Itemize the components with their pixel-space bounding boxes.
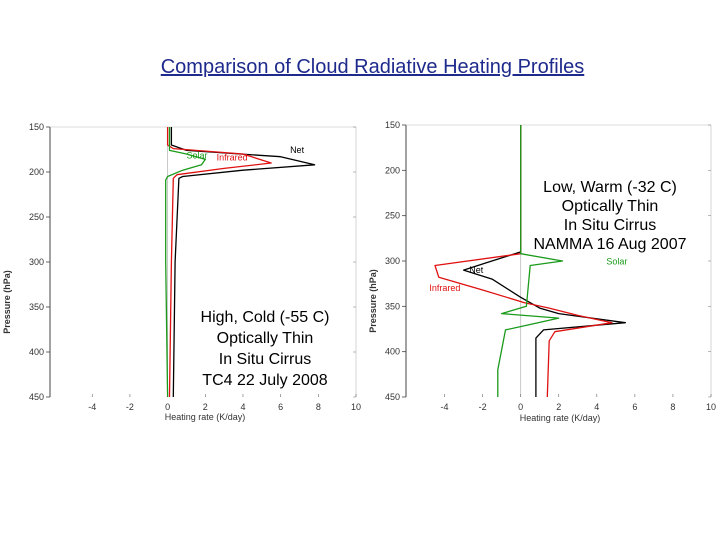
series-line-solar: [497, 125, 564, 397]
y-tick-label: 450: [385, 392, 400, 402]
page-title: Comparison of Cloud Radiative Heating Pr…: [160, 56, 585, 78]
x-tick-label: 8: [670, 402, 675, 412]
series-line-net: [170, 127, 316, 398]
x-tick-label: 10: [706, 402, 716, 412]
y-tick-label: 250: [29, 212, 44, 222]
y-tick-label: 400: [29, 347, 44, 357]
y-tick-label: 150: [29, 122, 44, 132]
y-tick-label: 200: [385, 165, 400, 175]
series-label-net: Net: [290, 145, 305, 155]
x-tick-label: -2: [126, 402, 134, 412]
y-tick-label: 350: [29, 302, 44, 312]
x-tick-label: 10: [351, 402, 361, 412]
y-tick-label: 300: [29, 257, 44, 267]
x-tick-label: 2: [556, 402, 561, 412]
y-tick-label: 150: [385, 120, 400, 130]
series-line-net: [462, 125, 627, 397]
annotation-line: High, Cold (-55 C): [201, 309, 330, 326]
y-tick-label: 350: [385, 301, 400, 311]
series-label-solar: Solar: [606, 257, 627, 267]
annotation-line: In Situ Cirrus: [564, 217, 656, 234]
y-tick-label: 200: [29, 167, 44, 177]
y-axis-label: Pressure (hPa): [2, 270, 12, 334]
series-line-infrared: [434, 125, 613, 398]
x-tick-label: -2: [479, 402, 487, 412]
x-tick-label: -4: [88, 402, 96, 412]
y-tick-label: 300: [385, 256, 400, 266]
y-tick-label: 250: [385, 211, 400, 221]
series-label-net: Net: [469, 265, 484, 275]
annotation-line: Low, Warm (-32 C): [543, 179, 677, 196]
series-line-solar: [165, 127, 206, 398]
x-tick-label: 0: [165, 402, 170, 412]
annotation-line: Optically Thin: [217, 330, 314, 347]
x-tick-label: 4: [240, 402, 245, 412]
annotation-line: NAMMA 16 Aug 2007: [534, 236, 687, 253]
chart-panel-2: 150 200 250 300 350 400 450 -4 -2 0 2 4 6 8 10 Heating …: [368, 120, 716, 423]
x-tick-label: 4: [594, 402, 599, 412]
annotation-line: TC4 22 July 2008: [202, 372, 328, 389]
x-tick-label: 8: [316, 402, 321, 412]
x-tick-label: 0: [518, 402, 523, 412]
x-tick-label: 2: [203, 402, 208, 412]
x-axis-label: Heating rate (K/day): [520, 413, 601, 423]
annotation-line: Optically Thin: [562, 198, 659, 215]
x-axis-label: Heating rate (K/day): [165, 412, 246, 422]
x-tick-label: 6: [632, 402, 637, 412]
series-line-infrared: [166, 127, 272, 398]
y-axis-label: Pressure (hPa): [368, 269, 378, 333]
chart-panel-1: 150 200 250 300 350 400 450 -4 -2 0 2 4 6 8 10 Heating …: [2, 122, 361, 422]
x-tick-label: 6: [278, 402, 283, 412]
series-label-infrared: Infrared: [217, 152, 248, 162]
y-tick-label: 450: [29, 392, 44, 402]
y-tick-label: 400: [385, 347, 400, 357]
annotation-line: In Situ Cirrus: [219, 351, 311, 368]
series-label-infrared: Infrared: [429, 283, 460, 293]
series-label-solar: Solar: [186, 151, 207, 161]
x-tick-label: -4: [441, 402, 449, 412]
